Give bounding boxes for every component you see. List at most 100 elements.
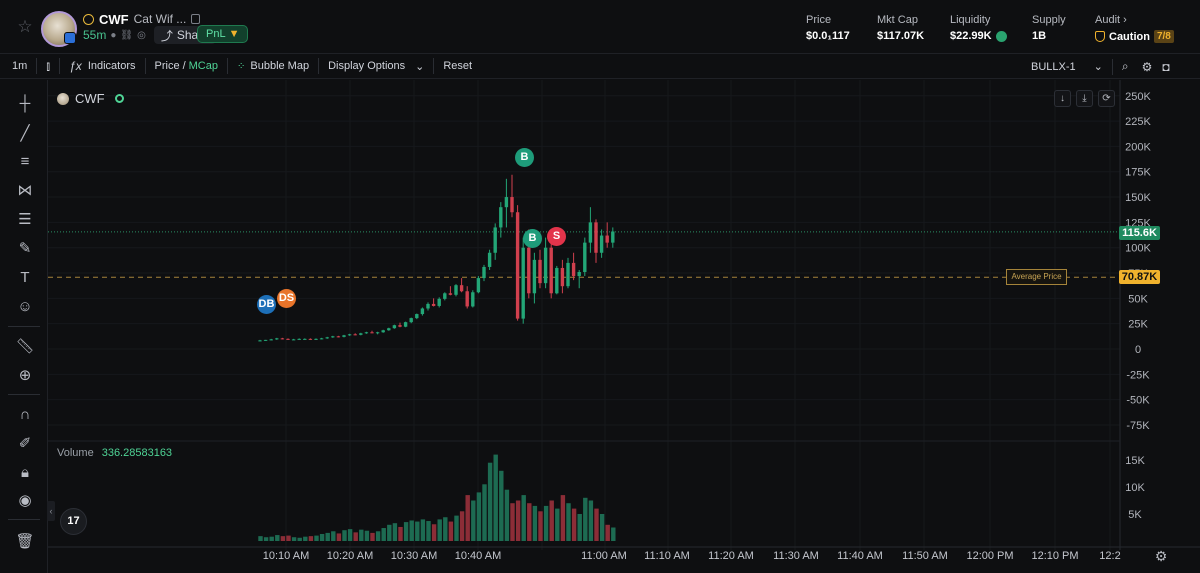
link-icon[interactable]: ⛓ [120, 29, 134, 41]
candle-type-button[interactable]: ⫾ [37, 54, 59, 79]
volume-bar [308, 536, 314, 541]
user-icon[interactable]: ● [110, 29, 117, 41]
volume-bar [482, 484, 487, 541]
scroll-down-button[interactable]: ↓ [1054, 90, 1071, 107]
volume-bar [319, 533, 325, 541]
volume-bar [532, 505, 538, 541]
magnet-icon[interactable]: ∩ [19, 406, 31, 423]
display-options-button[interactable]: Display Options ⌄ [319, 54, 433, 79]
horizontal-lines-icon[interactable]: ≡ [20, 153, 30, 170]
candle [336, 336, 341, 338]
text-icon[interactable]: T [20, 269, 30, 286]
bubble-map-button[interactable]: ⁘ Bubble Map [228, 54, 318, 79]
average-value-tag: 70.87K [1119, 270, 1160, 284]
audit-button[interactable]: Audit › Caution 7/8 [1095, 14, 1174, 43]
zoom-in-icon[interactable]: ⊕ [18, 367, 32, 384]
volume-bar [381, 528, 386, 541]
token-avatar[interactable] [41, 11, 77, 47]
candle [331, 336, 335, 338]
volume-bar [347, 529, 353, 541]
stat-label: Supply [1032, 14, 1066, 26]
brush-icon[interactable]: ✎ [18, 240, 32, 257]
buy-marker[interactable]: B [515, 148, 534, 167]
copy-icon[interactable] [191, 14, 201, 24]
price-option: Price [154, 60, 180, 72]
settings-button[interactable]: ⚙ [1138, 54, 1157, 79]
dev-buy-marker[interactable]: DB [257, 295, 276, 314]
trend-line-icon[interactable]: ╱ [20, 125, 30, 142]
crosshair-icon[interactable]: ┼ [19, 95, 31, 112]
lock-icon[interactable]: 🔒︎ [21, 464, 29, 481]
candle [319, 338, 324, 340]
tradingview-logo[interactable]: 17 [60, 508, 87, 535]
candle [359, 333, 363, 335]
lock-pencil-icon[interactable]: ✐ [18, 435, 32, 452]
candle [353, 334, 357, 336]
gear-icon[interactable]: ⚙ [1154, 548, 1168, 564]
reset-button[interactable]: Reset [434, 54, 481, 79]
volume-bar [571, 508, 577, 541]
tool-divider [8, 394, 40, 395]
drawing-toolbar: ┼ ╱ ≡ ⋈ ☰ ✎ T ☺ 📏︎ ⊕ ∩ ✐ 🔒︎ ◉ 🗑︎ [0, 80, 48, 573]
trash-icon[interactable]: 🗑︎ [15, 533, 35, 550]
indicators-button[interactable]: ƒx Indicators [60, 54, 144, 79]
fit-chart-button[interactable]: ⟳ [1098, 90, 1115, 107]
time-axis-label: 10:30 AM [391, 550, 437, 562]
candle [459, 285, 464, 292]
volume-bar [605, 524, 610, 541]
volume-bar [387, 524, 392, 541]
candle [375, 332, 380, 334]
candle [431, 303, 436, 306]
chart-toolbar: 1m ⫾ ƒx Indicators Price / MCap ⁘ Bubble… [0, 54, 1200, 79]
chevron-right-icon: › [1123, 14, 1127, 26]
star-icon[interactable]: ☆ [17, 17, 33, 36]
legend-symbol: CWF [75, 91, 105, 106]
price-axis-label: 0 [1135, 344, 1141, 356]
candle [543, 247, 548, 284]
price-chart[interactable]: 250K225K200K175K150K125K100K75K50K25K0-2… [48, 80, 1200, 573]
layout-select[interactable]: BULLX-1 ⌄ [1022, 54, 1112, 79]
volume-axis-label: 5K [1128, 509, 1142, 521]
toolbar-divider [226, 58, 228, 74]
volume-bar [499, 470, 504, 541]
interval-button[interactable]: 1m [0, 54, 36, 79]
screenshot-button[interactable]: ◘ [1156, 54, 1175, 79]
forecast-icon[interactable]: ☰ [18, 211, 32, 228]
quick-search-button[interactable]: ⌕ [1113, 54, 1138, 79]
volume-axis-label: 10K [1125, 482, 1145, 494]
emoji-icon[interactable]: ☺ [17, 298, 33, 315]
pattern-icon[interactable]: ⋈ [17, 182, 33, 199]
volume-bar [392, 523, 398, 541]
volume-bar [359, 529, 364, 541]
time-axis-label: 10:20 AM [327, 550, 373, 562]
stat-label: Price [806, 14, 832, 26]
price-axis-label: 175K [1125, 167, 1151, 179]
volume-bar [325, 532, 330, 541]
audit-status: Caution [1109, 30, 1150, 43]
volume-bar [443, 517, 448, 541]
volume-bar [398, 526, 403, 541]
volume-bar [314, 535, 319, 541]
eye-icon[interactable]: ◉ [18, 492, 32, 509]
buy-marker[interactable]: B [523, 229, 542, 248]
dev-sell-marker[interactable]: DS [277, 289, 296, 308]
stat-value: 1B [1032, 30, 1047, 42]
jump-latest-button[interactable]: ⤓ [1076, 90, 1093, 107]
bubble-map-icon: ⁘ [236, 60, 246, 72]
globe-icon[interactable]: ◎ [137, 29, 146, 41]
pnl-button[interactable]: PnL ▼ [197, 25, 249, 43]
chart-legend: CWF [57, 91, 124, 106]
price-mcap-toggle[interactable]: Price / MCap [146, 54, 227, 79]
ruler-icon[interactable]: 📏︎ [15, 338, 35, 355]
audit-label: Audit [1095, 14, 1121, 26]
sell-marker[interactable]: S [547, 227, 566, 246]
shield-icon [1095, 31, 1105, 42]
candle [504, 197, 509, 208]
price-axis-label: 100K [1125, 243, 1151, 255]
time-axis-label: 11:10 AM [644, 550, 690, 562]
volume-legend: Volume 336.28583163 [57, 447, 172, 459]
toolbar-divider [59, 58, 61, 74]
toolbar-divider [144, 58, 146, 74]
collapse-toolbar-button[interactable]: ‹ [47, 501, 55, 521]
candle [398, 325, 402, 327]
